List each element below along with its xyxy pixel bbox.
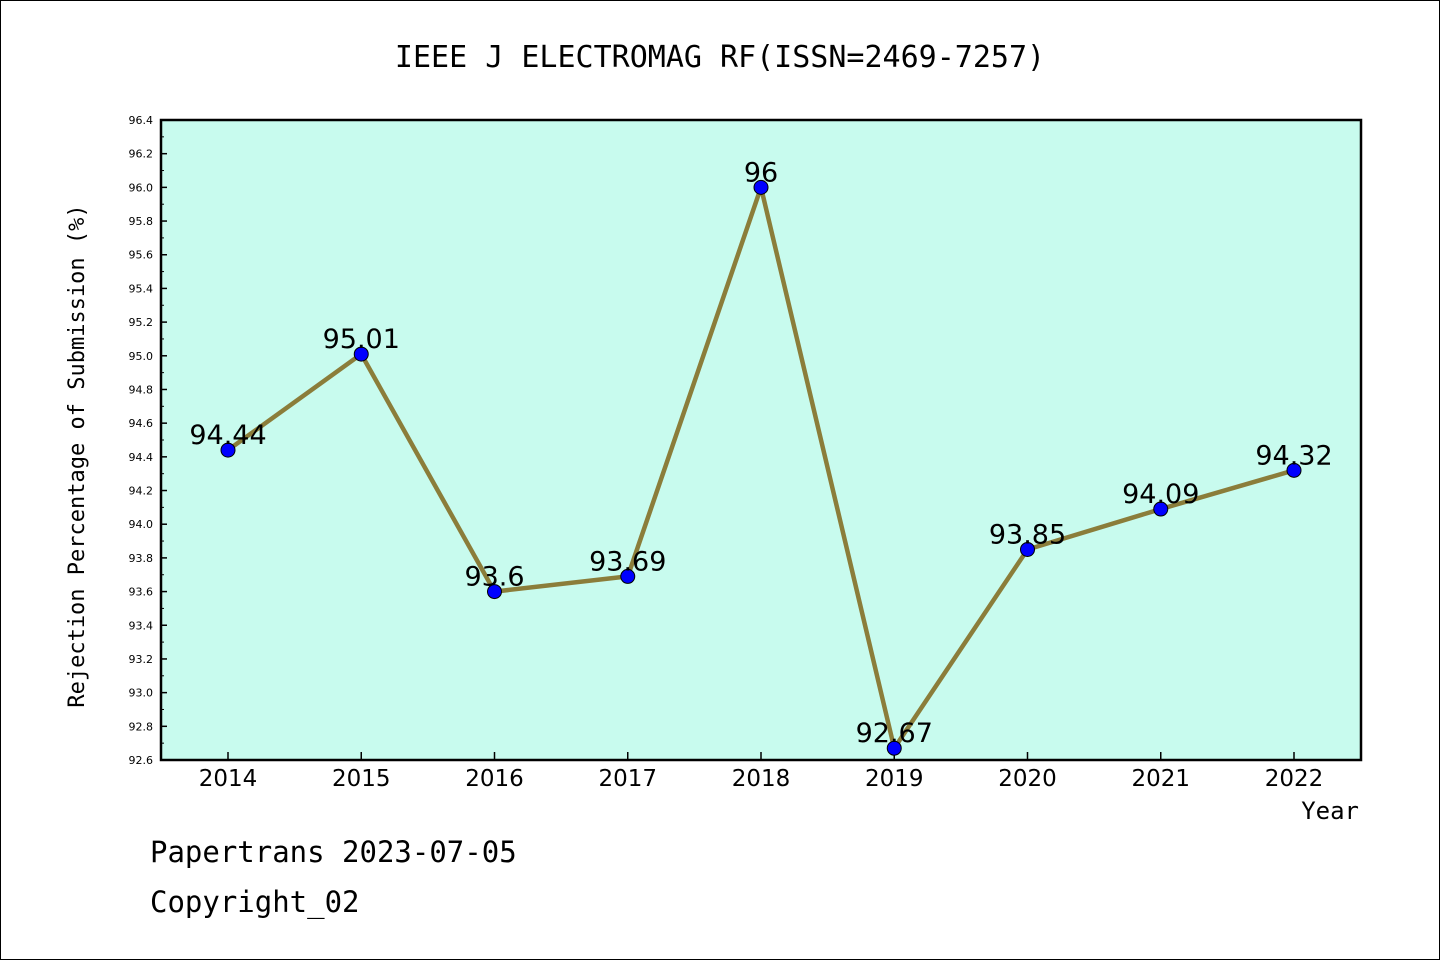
data-label: 93.85 <box>989 519 1066 550</box>
footer-date: Papertrans 2023-07-05 <box>150 835 517 869</box>
data-point <box>220 442 236 458</box>
y-tick-label: 94.2 <box>129 485 154 498</box>
data-label: 94.09 <box>1122 479 1199 510</box>
y-tick-label: 94.6 <box>129 417 154 430</box>
data-point <box>886 740 902 756</box>
y-tick-label: 94.4 <box>129 451 154 464</box>
y-axis-ticks: 92.6 92.8 93.0 93.2 93.4 93.6 93.8 94.0 94.2 94.4… <box>129 114 167 767</box>
y-tick-label: 95.4 <box>129 282 154 295</box>
y-tick-label: 92.8 <box>129 720 154 733</box>
data-label: 93.6 <box>464 562 524 593</box>
y-tick-label: 95.6 <box>129 249 154 262</box>
y-tick-label: 95.0 <box>129 350 154 363</box>
x-tick-label: 2015 <box>332 766 391 792</box>
data-point <box>1153 501 1169 517</box>
x-tick-label: 2022 <box>1265 766 1324 792</box>
y-tick-label: 94.0 <box>129 518 154 531</box>
x-tick-label: 2016 <box>465 766 524 792</box>
data-point <box>353 346 369 362</box>
y-tick-label: 96.2 <box>129 148 154 161</box>
plot-area <box>159 118 1363 762</box>
footer-copyright: Copyright_02 <box>150 885 360 919</box>
y-tick-label: 95.2 <box>129 316 154 329</box>
y-tick-label: 93.8 <box>129 552 154 565</box>
y-tick-label: 94.8 <box>129 383 154 396</box>
y-tick-label: 96.0 <box>129 181 154 194</box>
x-axis-ticks: 2014 2015 2016 2017 2018 2019 2020 2021 2022 <box>199 752 1324 792</box>
x-tick-label: 2020 <box>998 766 1057 792</box>
y-tick-label: 95.8 <box>129 215 154 228</box>
data-points <box>220 179 1302 756</box>
data-label: 92.67 <box>856 718 933 749</box>
data-point <box>487 584 502 600</box>
data-point <box>1286 462 1302 478</box>
y-tick-label: 93.6 <box>129 586 154 599</box>
y-tick-label: 96.4 <box>129 114 154 127</box>
x-tick-label: 2014 <box>199 766 258 792</box>
data-point <box>1020 541 1035 557</box>
x-tick-label: 2021 <box>1131 766 1190 792</box>
data-label: 93.69 <box>589 546 666 577</box>
y-axis-label: Rejection Percentage of Submission (%) <box>65 204 90 707</box>
data-labels: 94.44 95.01 93.6 93.69 96 92.67 93.85 94.09 94.3… <box>189 157 1332 749</box>
y-tick-label: 92.6 <box>129 754 154 767</box>
data-point <box>620 568 636 584</box>
x-tick-label: 2019 <box>865 766 924 792</box>
x-tick-label: 2017 <box>598 766 657 792</box>
data-label: 94.44 <box>189 420 266 451</box>
data-point <box>753 179 769 195</box>
data-label: 95.01 <box>323 324 400 355</box>
y-tick-label: 93.2 <box>129 653 154 666</box>
x-tick-label: 2018 <box>732 766 791 792</box>
data-label: 94.32 <box>1255 440 1332 471</box>
data-label: 96 <box>744 157 778 188</box>
x-axis-label: Year <box>1301 797 1359 825</box>
chart-title: IEEE J ELECTROMAG RF(ISSN=2469-7257) <box>395 40 1045 75</box>
y-tick-label: 93.4 <box>129 619 154 632</box>
y-tick-label: 93.0 <box>129 687 154 700</box>
